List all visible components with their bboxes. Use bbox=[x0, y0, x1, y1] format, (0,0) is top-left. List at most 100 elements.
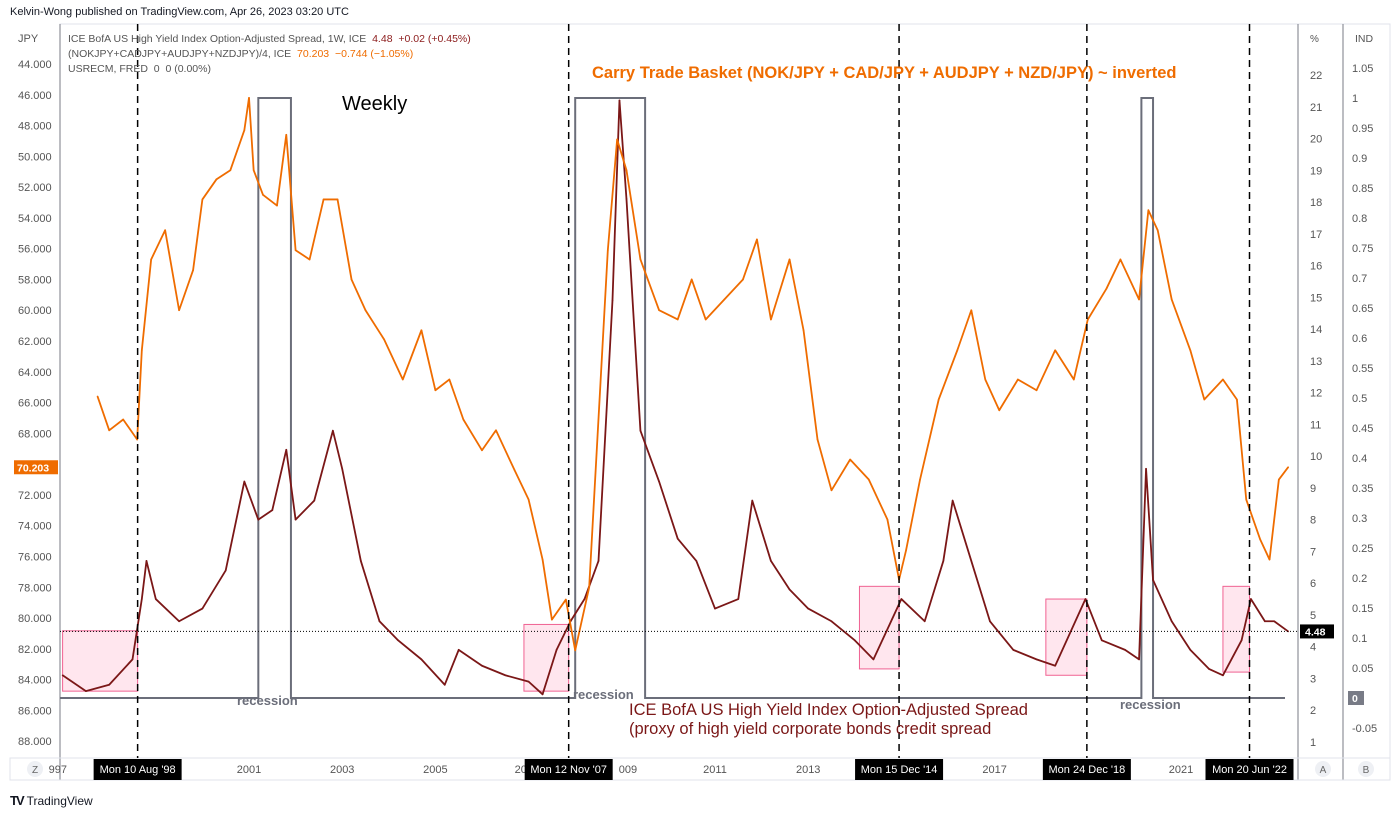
ind-axis-tick: 0.25 bbox=[1352, 543, 1373, 555]
pct-axis-unit: % bbox=[1310, 34, 1319, 45]
legend-change: +0.02 (+0.45%) bbox=[398, 33, 471, 45]
auto-scale-a-button-label[interactable]: A bbox=[1320, 765, 1327, 776]
spread-data-point bbox=[481, 664, 483, 667]
time-axis-tick: 2013 bbox=[796, 764, 820, 776]
carry-data-point bbox=[849, 458, 851, 461]
spread-data-point bbox=[1208, 668, 1210, 670]
pct-axis-tick: 3 bbox=[1310, 673, 1316, 685]
carry-data-point bbox=[201, 198, 204, 201]
pct-axis-tick: 21 bbox=[1310, 102, 1322, 114]
auto-scale-a-button[interactable] bbox=[1315, 761, 1331, 777]
carry-data-point bbox=[262, 194, 264, 196]
spread-data-point bbox=[1250, 598, 1252, 600]
carry-data-point bbox=[816, 438, 819, 441]
spread-data-point bbox=[294, 518, 297, 521]
event-date-badge bbox=[93, 759, 182, 780]
pct-axis-tick: 2 bbox=[1310, 705, 1316, 717]
carry-data-point bbox=[1156, 229, 1159, 232]
carry-data-point bbox=[350, 278, 353, 281]
spread-data-point bbox=[989, 620, 991, 623]
pct-axis-tick: 14 bbox=[1310, 324, 1322, 336]
carry-data-point bbox=[1189, 349, 1192, 352]
carry-data-point bbox=[527, 498, 530, 501]
spread-data-point bbox=[583, 598, 586, 600]
carry-data-point bbox=[1287, 466, 1289, 469]
footer-brand[interactable]: TV TradingView bbox=[10, 793, 93, 808]
carry-data-point bbox=[178, 309, 180, 312]
ind-axis-tick: 0.45 bbox=[1352, 423, 1373, 435]
left-axis-tick: 60.000 bbox=[18, 305, 52, 317]
ind-axis-tick: 1 bbox=[1352, 93, 1358, 105]
spread-data-point bbox=[625, 198, 628, 200]
legend-name: ICE BofA US High Yield Index Option-Adju… bbox=[68, 33, 367, 45]
spread-data-point bbox=[676, 537, 679, 540]
auto-scale-z-button[interactable] bbox=[27, 761, 43, 777]
ind-axis-tick: 0.7 bbox=[1352, 273, 1367, 285]
carry-data-point bbox=[919, 478, 921, 481]
spread-data-point bbox=[457, 649, 460, 651]
spread-data-point bbox=[1170, 620, 1173, 623]
pct-axis-tick: 19 bbox=[1310, 165, 1322, 177]
spread-data-point bbox=[1012, 649, 1015, 651]
spread-data-point bbox=[1054, 664, 1056, 667]
time-axis-tick: 009 bbox=[619, 764, 637, 776]
auto-scale-z-button-label[interactable]: Z bbox=[32, 765, 38, 776]
pct-axis-tick: 15 bbox=[1310, 292, 1322, 304]
auto-scale-b-button-label[interactable]: B bbox=[1363, 765, 1370, 776]
carry-data-point bbox=[723, 298, 726, 301]
carry-data-point bbox=[1105, 287, 1108, 290]
legend-row-carry[interactable]: (NOKJPY+CADJPY+AUDJPY+NZDJPY)/4, ICE 70.… bbox=[68, 47, 471, 62]
legend-name: (NOKJPY+CADJPY+AUDJPY+NZDJPY)/4, ICE bbox=[68, 48, 292, 60]
carry-data-point bbox=[676, 318, 679, 321]
time-axis-tick: 2003 bbox=[330, 764, 354, 776]
pct-axis-tick: 22 bbox=[1310, 70, 1322, 82]
legend-change: −0.744 (−1.05%) bbox=[335, 48, 414, 60]
carry-basket-annotation: Carry Trade Basket (NOK/JPY + CAD/JPY + … bbox=[592, 64, 1176, 82]
carry-data-point bbox=[1259, 538, 1262, 541]
legend: ICE BofA US High Yield Index Option-Adju… bbox=[68, 32, 471, 77]
recession-label: recession bbox=[1120, 697, 1181, 712]
left-axis-tick: 48.000 bbox=[18, 121, 52, 133]
pct-axis-tick: 10 bbox=[1310, 451, 1322, 463]
carry-data-point bbox=[1278, 478, 1280, 481]
pct-axis-last-label: 4.48 bbox=[1305, 626, 1326, 638]
carry-data-point bbox=[607, 249, 609, 252]
spread-data-point bbox=[541, 693, 544, 696]
carry-data-point bbox=[252, 169, 255, 171]
spread-data-point bbox=[854, 639, 856, 642]
ind-axis-tick: -0.05 bbox=[1352, 723, 1377, 735]
spread-data-point bbox=[1240, 639, 1243, 642]
left-axis-tick: 46.000 bbox=[18, 90, 52, 102]
carry-data-point bbox=[1203, 398, 1206, 401]
carry-data-point bbox=[625, 169, 628, 171]
left-axis-tick: 62.000 bbox=[18, 336, 52, 348]
carry-data-point bbox=[574, 649, 576, 652]
left-axis-tick: 64.000 bbox=[18, 367, 52, 379]
spread-data-point bbox=[341, 468, 344, 470]
carry-data-point bbox=[1138, 298, 1140, 301]
ind-axis-last-label: 0 bbox=[1352, 693, 1358, 705]
carry-data-point bbox=[243, 129, 246, 131]
carry-data-point bbox=[164, 229, 166, 232]
carry-data-point bbox=[276, 204, 278, 207]
carry-data-point bbox=[285, 133, 288, 136]
spread-data-point bbox=[257, 518, 260, 521]
left-axis-last-badge bbox=[14, 460, 58, 475]
highlight-box bbox=[1222, 585, 1251, 673]
left-axis-tick: 68.000 bbox=[18, 428, 52, 440]
carry-data-point bbox=[1147, 209, 1150, 212]
left-axis-tick: 50.000 bbox=[18, 151, 52, 163]
hy-spread-annotation: ICE BofA US High Yield Index Option-Adju… bbox=[629, 701, 1028, 719]
spread-data-point bbox=[201, 607, 204, 610]
spread-series-line bbox=[62, 99, 1289, 696]
carry-data-point bbox=[448, 378, 451, 381]
recession-series-line bbox=[60, 97, 1285, 699]
legend-row-recession[interactable]: USRECM, FRED 0 0 (0.00%) bbox=[68, 62, 471, 77]
carry-data-point bbox=[770, 318, 772, 321]
left-axis-tick: 72.000 bbox=[18, 490, 52, 502]
legend-row-spread[interactable]: ICE BofA US High Yield Index Option-Adju… bbox=[68, 32, 471, 47]
auto-scale-b-button[interactable] bbox=[1358, 761, 1374, 777]
carry-data-point bbox=[541, 558, 544, 561]
spread-data-point bbox=[1222, 674, 1224, 677]
